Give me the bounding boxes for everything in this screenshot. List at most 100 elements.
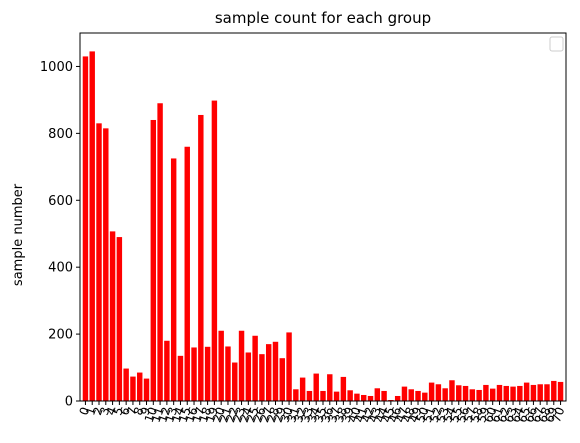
x-tick-label: 33 <box>298 405 316 424</box>
bar-3 <box>103 128 109 401</box>
bars <box>82 51 564 402</box>
x-tick-label: 68 <box>535 405 553 424</box>
x-tick-label: 61 <box>488 405 506 424</box>
x-tick-label: 1 <box>83 405 99 417</box>
bar-56 <box>462 385 469 401</box>
legend-box <box>549 36 564 52</box>
bar-60 <box>489 388 496 401</box>
x-tick-label: 25 <box>244 405 262 424</box>
bar-9 <box>143 378 150 401</box>
bar-36 <box>327 374 333 401</box>
x-tick-label: 15 <box>176 405 194 424</box>
x-tick-label: 44 <box>373 405 391 424</box>
x-tick-label: 31 <box>284 405 302 424</box>
x-tick-label: 42 <box>359 405 377 424</box>
bar-63 <box>510 386 516 401</box>
x-tick-label: 27 <box>257 405 275 424</box>
y-tick-label: 0 <box>65 395 73 410</box>
bar-5 <box>116 237 123 401</box>
x-tick-label: 67 <box>529 405 547 424</box>
x-tick-label: 16 <box>182 405 200 424</box>
x-tick-label: 59 <box>474 405 492 424</box>
x-tick-label: 39 <box>339 405 357 424</box>
bar-47 <box>401 386 408 401</box>
x-tick-label: 5 <box>110 405 126 417</box>
bar-69 <box>551 380 557 401</box>
bar-58 <box>476 389 482 401</box>
x-tick-label: 4 <box>104 405 120 417</box>
bar-39 <box>347 390 353 401</box>
x-tick-label: 8 <box>131 405 147 417</box>
bar-62 <box>503 385 509 401</box>
bar-54 <box>449 380 455 401</box>
bar-51 <box>428 382 435 401</box>
x-tick-label: 63 <box>501 405 519 424</box>
x-tick-label: 7 <box>124 405 140 417</box>
x-tick-label: 30 <box>277 405 295 424</box>
x-tick-label: 57 <box>461 405 479 424</box>
bar-8 <box>137 372 143 401</box>
bar-2 <box>96 123 102 401</box>
bar-49 <box>415 390 421 401</box>
bar-64 <box>517 385 523 401</box>
bar-70 <box>557 381 564 401</box>
bar-17 <box>198 114 204 402</box>
x-tick-label: 17 <box>189 405 207 424</box>
x-tick-label: 64 <box>508 405 526 424</box>
bar-37 <box>333 391 340 401</box>
bar-55 <box>456 385 462 401</box>
bar-61 <box>496 384 503 401</box>
x-tick-label: 47 <box>393 405 411 424</box>
x-tick-label: 18 <box>196 405 214 424</box>
x-tick-label: 11 <box>149 405 167 424</box>
x-tick-label: 21 <box>216 405 234 424</box>
x-tick-label: 41 <box>352 405 370 424</box>
bar-40 <box>354 393 360 401</box>
x-tick-label: 32 <box>291 405 309 424</box>
bar-67 <box>537 384 543 401</box>
bar-16 <box>191 347 197 401</box>
x-tick-label: 0 <box>76 405 92 417</box>
x-tick-label: 48 <box>400 405 418 424</box>
x-tick-label: 70 <box>549 405 567 424</box>
x-tick-label: 45 <box>379 405 397 424</box>
x-tick-label: 51 <box>420 405 438 424</box>
bar-27 <box>265 344 272 401</box>
bar-24 <box>245 352 252 401</box>
x-tick-label: 55 <box>447 405 465 424</box>
x-tick-label: 56 <box>454 405 472 424</box>
bar-31 <box>293 389 299 401</box>
bar-57 <box>469 389 476 401</box>
x-tick-label: 52 <box>427 405 445 424</box>
bar-28 <box>272 341 279 401</box>
bar-12 <box>164 340 170 401</box>
bar-29 <box>279 358 285 401</box>
bar-50 <box>422 392 428 401</box>
x-tick-label: 20 <box>210 405 228 424</box>
bar-33 <box>306 390 313 401</box>
x-tick-label: 36 <box>318 405 336 424</box>
bar-23 <box>238 330 245 401</box>
x-tick-label: 26 <box>250 405 268 424</box>
bar-1 <box>89 51 95 402</box>
x-tick-label: 12 <box>155 405 173 424</box>
bar-43 <box>374 388 381 401</box>
x-tick-label: 53 <box>434 405 452 424</box>
bar-42 <box>367 395 374 401</box>
bar-20 <box>218 330 224 401</box>
x-tick-label: 60 <box>481 405 499 424</box>
bar-19 <box>211 100 218 401</box>
x-tick-label: 29 <box>271 405 289 424</box>
x-tick-label: 37 <box>325 405 343 424</box>
bar-35 <box>320 390 326 401</box>
x-tick-label: 9 <box>138 405 154 417</box>
bar-0 <box>82 56 89 402</box>
plot-frame <box>79 32 567 402</box>
bar-44 <box>381 390 387 401</box>
bar-11 <box>157 103 163 401</box>
x-tick-label: 62 <box>495 405 513 424</box>
y-tick-label: 600 <box>48 194 73 209</box>
bar-4 <box>109 231 116 401</box>
bar-59 <box>483 384 489 401</box>
x-tick-label: 14 <box>169 405 187 424</box>
